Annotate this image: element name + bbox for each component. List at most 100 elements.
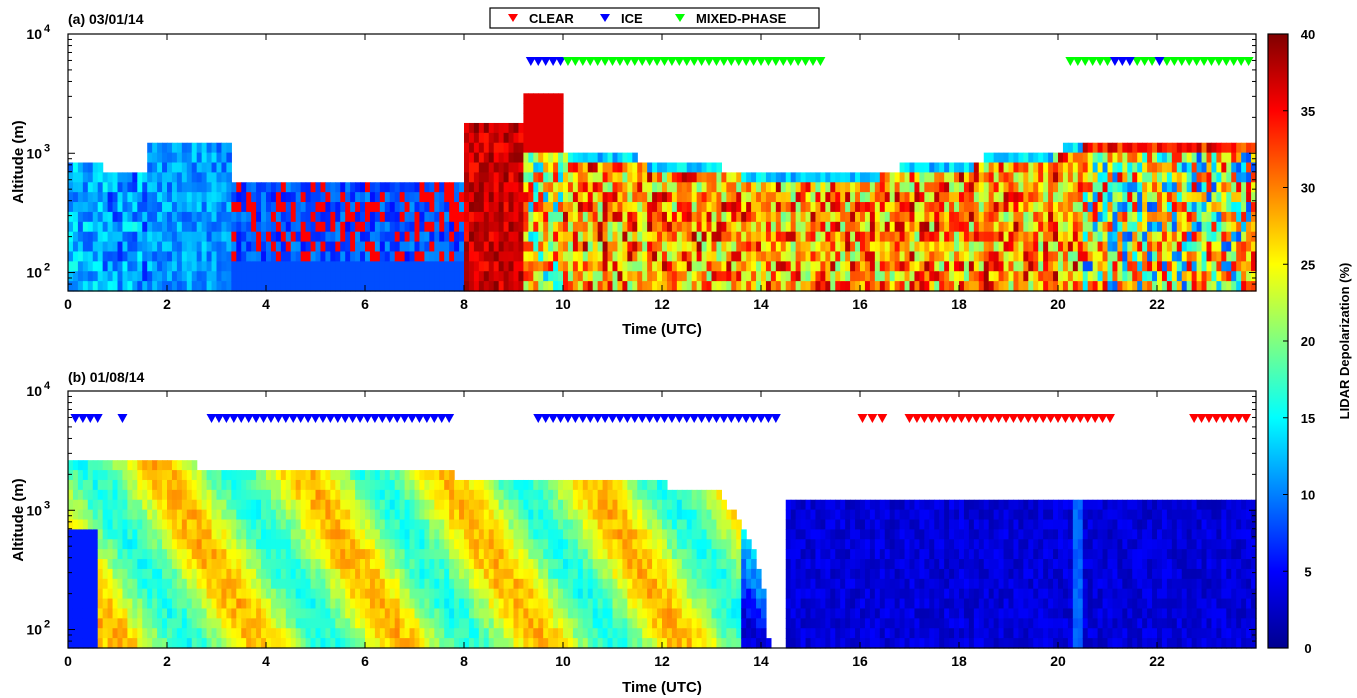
phase-marker <box>733 57 744 66</box>
phase-marker <box>1104 414 1115 423</box>
phase-marker <box>243 414 254 423</box>
x-tick-label: 10 <box>555 296 571 312</box>
phase-marker <box>92 414 103 423</box>
phase-marker <box>718 57 729 66</box>
phase-marker <box>1060 414 1071 423</box>
colorbar-label: LIDAR Depolarization (%) <box>1337 263 1352 420</box>
x-tick-label: 22 <box>1149 653 1165 669</box>
colorbar-tick-label: 35 <box>1301 104 1315 119</box>
phase-marker <box>1176 57 1187 66</box>
y-tick-exponent: 2 <box>44 262 50 274</box>
phase-marker <box>1228 57 1239 66</box>
phase-marker <box>600 414 611 423</box>
phase-marker <box>206 414 217 423</box>
phase-marker <box>577 57 588 66</box>
phase-marker <box>696 57 707 66</box>
phase-marker <box>369 414 380 423</box>
colorbar-tick-label: 40 <box>1301 27 1315 42</box>
phase-marker <box>1117 57 1128 66</box>
phase-marker <box>741 414 752 423</box>
phase-marker <box>562 414 573 423</box>
phase-marker <box>1213 57 1224 66</box>
phase-marker <box>1161 57 1172 66</box>
phase-marker <box>644 57 655 66</box>
phase-marker <box>265 414 276 423</box>
phase-marker <box>1038 414 1049 423</box>
phase-marker <box>444 414 455 423</box>
phase-marker <box>548 414 559 423</box>
phase-marker <box>280 414 291 423</box>
phase-marker <box>1109 57 1120 66</box>
panel-b-title: (b) 01/08/14 <box>68 369 144 385</box>
phase-marker <box>1080 57 1091 66</box>
phase-marker <box>525 57 536 66</box>
phase-marker <box>562 57 573 66</box>
phase-marker <box>666 57 677 66</box>
phase-marker <box>644 414 655 423</box>
phase-marker <box>1236 57 1247 66</box>
phase-marker <box>629 414 640 423</box>
phase-marker <box>689 414 700 423</box>
y-tick-exponent: 3 <box>44 142 50 154</box>
y-tick-label: 10 <box>26 145 42 161</box>
colorbar-tick-label: 15 <box>1301 411 1315 426</box>
phase-marker <box>857 414 868 423</box>
x-tick-label: 20 <box>1050 653 1066 669</box>
phase-marker <box>1090 414 1101 423</box>
x-tick-label: 6 <box>361 296 369 312</box>
panel-b-plot <box>68 460 1257 649</box>
phase-marker <box>614 414 625 423</box>
y-tick-label: 10 <box>26 265 42 281</box>
phase-marker <box>666 414 677 423</box>
colorbar-ticks: 0 5 10 15 20 25 30 35 40 <box>1283 27 1315 656</box>
legend-ice-label: ICE <box>621 11 643 26</box>
panel-a: (a) 03/01/14 0 2 4 6 8 10 12 14 16 18 20 22 10 210 31… <box>10 11 1257 338</box>
phase-marker <box>756 57 766 66</box>
phase-marker <box>1139 57 1150 66</box>
phase-marker <box>963 414 974 423</box>
x-tick-label: 16 <box>852 653 868 669</box>
colorbar-tick-label: 20 <box>1301 334 1315 349</box>
phase-marker <box>1199 57 1210 66</box>
phase-marker <box>607 57 618 66</box>
phase-marker <box>355 414 366 423</box>
phase-marker <box>577 414 588 423</box>
x-tick-label: 2 <box>163 296 171 312</box>
phase-marker <box>1241 414 1252 423</box>
phase-marker <box>213 414 224 423</box>
panel-b-x-axis: 0 2 4 6 8 10 12 14 16 18 20 22 <box>64 391 1165 669</box>
legend-clear-marker <box>508 14 518 22</box>
y-tick-label: 10 <box>26 622 42 638</box>
phase-marker <box>1211 414 1222 423</box>
phase-marker <box>70 414 81 423</box>
y-tick-label: 10 <box>26 26 42 42</box>
phase-marker <box>696 414 707 423</box>
phase-marker <box>570 57 581 66</box>
y-tick-exponent: 4 <box>44 380 51 392</box>
x-tick-label: 8 <box>460 296 468 312</box>
phase-marker <box>570 414 581 423</box>
phase-marker <box>726 57 737 66</box>
phase-marker <box>1154 57 1165 66</box>
phase-marker <box>637 57 648 66</box>
panel-a-xlabel: Time (UTC) <box>622 321 702 338</box>
phase-marker <box>741 57 752 66</box>
phase-marker <box>548 57 559 66</box>
phase-marker <box>904 414 915 423</box>
x-tick-label: 2 <box>163 653 171 669</box>
phase-marker <box>614 57 625 66</box>
phase-marker <box>867 414 878 423</box>
phase-marker <box>540 57 551 66</box>
phase-marker <box>652 57 663 66</box>
phase-marker <box>770 57 781 66</box>
phase-marker <box>77 414 88 423</box>
phase-marker <box>681 57 692 66</box>
phase-marker <box>392 414 403 423</box>
y-tick-label: 10 <box>26 502 42 518</box>
phase-marker <box>934 414 945 423</box>
phase-marker <box>659 57 670 66</box>
phase-marker <box>303 414 314 423</box>
x-tick-label: 12 <box>654 296 670 312</box>
